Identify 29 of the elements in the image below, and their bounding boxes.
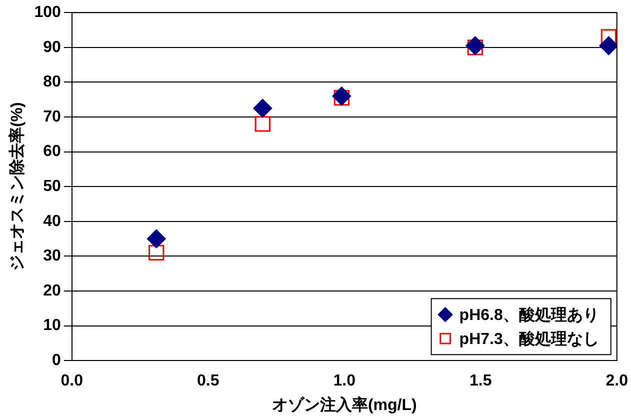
point — [467, 40, 484, 56]
x-tick-label: 0.5 — [197, 372, 220, 390]
y-tick-label: 90 — [43, 38, 61, 56]
point — [466, 36, 485, 56]
y-tick-label: 0 — [52, 352, 61, 370]
y-tick-label: 60 — [43, 143, 61, 160]
x-tick-label: 1.0 — [333, 372, 356, 390]
y-tick-label: 80 — [43, 74, 61, 91]
x-tick-label: 2.0 — [606, 372, 628, 390]
legend-label: pH6.8、酸処理あり — [459, 306, 599, 324]
y-tick-label: 10 — [43, 317, 61, 334]
legend-label: pH7.3、酸処理なし — [459, 330, 599, 348]
point — [253, 98, 272, 118]
x-axis-title: オゾン注入率(mg/L) — [272, 394, 417, 414]
y-axis-title: ジェオスミン除去率(%) — [7, 102, 26, 272]
point — [599, 36, 617, 56]
y-tick-label: 70 — [43, 108, 61, 126]
point — [332, 86, 352, 106]
x-tick-label: 0.0 — [60, 372, 84, 390]
x-tick-label: 1.5 — [470, 372, 492, 390]
y-tick-label: 50 — [43, 178, 61, 196]
point — [146, 229, 166, 248]
y-tick-label: 20 — [43, 282, 61, 300]
point — [600, 29, 617, 45]
point — [254, 116, 270, 132]
y-tick-label: 40 — [43, 212, 61, 230]
y-tick-label: 30 — [43, 248, 61, 265]
point — [148, 244, 164, 261]
y-tick-label: 100 — [34, 4, 61, 22]
